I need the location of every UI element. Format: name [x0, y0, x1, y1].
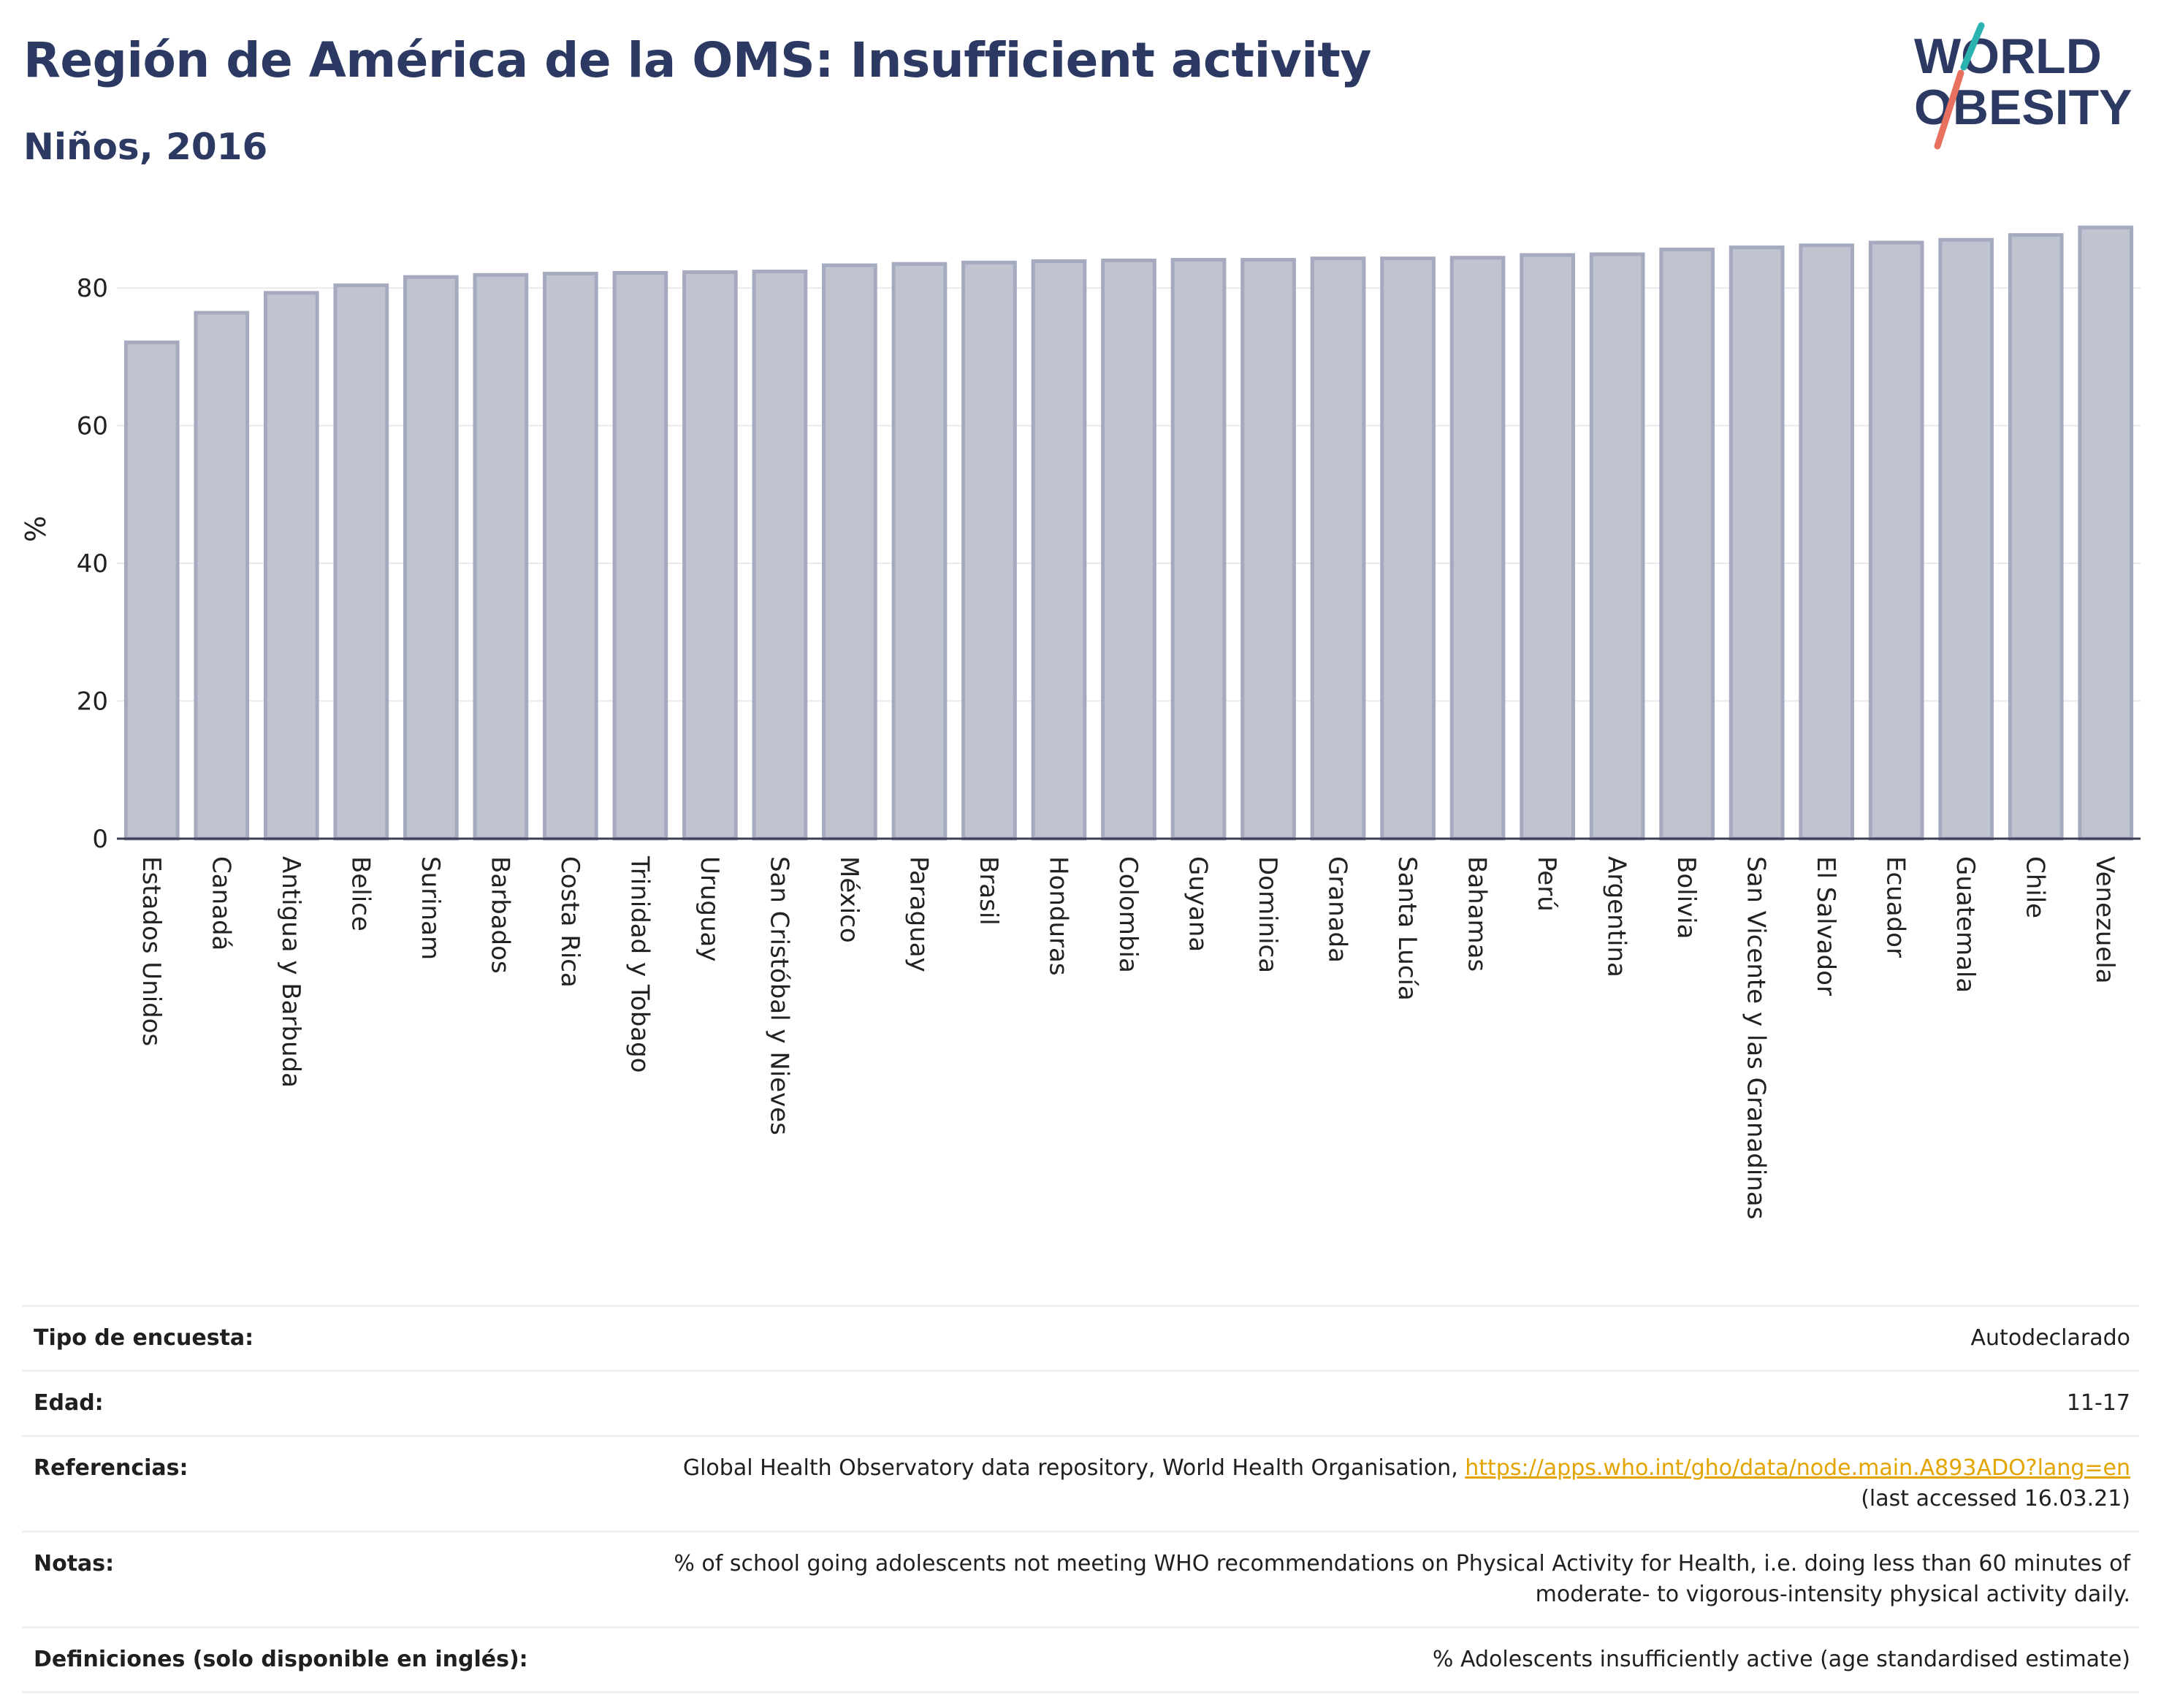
bar — [1240, 258, 1296, 841]
x-tick-label: Chile — [2021, 856, 2050, 918]
y-tick-label: 0 — [92, 825, 108, 854]
meta-label: Notas: — [22, 1530, 554, 1628]
bar — [473, 272, 529, 841]
bar — [194, 310, 250, 841]
x-tick-label: Honduras — [1043, 856, 1072, 976]
bar — [333, 283, 389, 841]
x-tick-label: México — [834, 856, 864, 943]
x-tick-label: Estados Unidos — [137, 856, 166, 1046]
x-tick-label: El Salvador — [1811, 856, 1840, 996]
bar — [2078, 225, 2134, 841]
reference-accessed: (last accessed 16.03.21) — [1861, 1486, 2130, 1511]
y-axis-label: % — [20, 516, 52, 542]
y-tick-label: 20 — [77, 687, 108, 717]
bar-chart: 0 20 40 60 80% Estados Unidos Canadá Antigua y … — [20, 225, 2141, 1219]
world-obesity-logo: WORLD OBESITY — [1914, 22, 2133, 150]
bar — [822, 263, 877, 841]
bar — [1170, 258, 1227, 841]
x-tick-label: Belice — [346, 856, 375, 931]
bar — [543, 271, 598, 841]
x-tick-label: San Cristóbal y Nieves — [764, 856, 793, 1135]
bar — [1380, 256, 1436, 841]
bar — [1938, 237, 1994, 841]
bar — [263, 291, 319, 841]
chart-subtitle: Niños, 2016 — [23, 126, 268, 168]
bar — [1449, 256, 1506, 841]
bar — [2008, 233, 2064, 841]
reference-link[interactable]: https://apps.who.int/gho/data/node.main.… — [1465, 1455, 2130, 1481]
bar — [1310, 256, 1366, 841]
bar — [682, 270, 738, 841]
x-tick-label: Antigua y Barbuda — [276, 856, 305, 1088]
bar — [123, 340, 180, 841]
bar — [1101, 259, 1156, 841]
notes-line-1: % of school going adolescents not meetin… — [674, 1551, 2130, 1577]
x-tick-label: Canadá — [206, 856, 235, 950]
x-tick-label: Surinam — [416, 856, 445, 960]
bar — [752, 270, 808, 841]
logo-line-1: WORLD — [1914, 28, 2102, 84]
bar — [1729, 245, 1785, 841]
meta-label: Edad: — [22, 1370, 554, 1437]
x-tick-label: Barbados — [485, 856, 514, 974]
x-tick-label: Argentina — [1602, 856, 1631, 977]
meta-label: Referencias: — [22, 1435, 554, 1533]
meta-row-definitions: Definiciones (solo disponible en inglés)… — [22, 1626, 2139, 1693]
bar — [1520, 253, 1575, 841]
meta-value: 11-17 — [554, 1370, 2139, 1437]
bar — [1799, 243, 1855, 841]
meta-value: Autodeclarado — [554, 1305, 2139, 1372]
x-tick-label: Venezuela — [2090, 856, 2119, 984]
x-tick-label: Granada — [1323, 856, 1352, 963]
x-tick-label: Bolivia — [1672, 856, 1701, 939]
x-tick-label: Santa Lucía — [1392, 856, 1422, 1001]
chart-title: Región de América de la OMS: Insufficien… — [23, 32, 1371, 88]
reference-text: Global Health Observatory data repositor… — [682, 1455, 1466, 1481]
bar — [1031, 259, 1087, 841]
y-tick-label: 40 — [77, 549, 108, 579]
meta-value: Global Health Observatory data repositor… — [554, 1435, 2139, 1533]
x-tick-label: Bahamas — [1463, 856, 1492, 972]
x-tick-label: Uruguay — [695, 856, 724, 962]
x-tick-label: Ecuador — [1881, 856, 1910, 958]
bar — [891, 262, 948, 841]
x-tick-label: Colombia — [1113, 856, 1143, 973]
x-tick-label: San Vicente y las Granadinas — [1742, 856, 1771, 1219]
meta-label: Tipo de encuesta: — [22, 1305, 554, 1372]
bar — [1659, 247, 1715, 841]
y-tick-label: 80 — [77, 274, 108, 303]
metadata-table: Tipo de encuesta: Autodeclarado Edad: 11… — [22, 1305, 2139, 1693]
meta-row-references: Referencias: Global Health Observatory d… — [22, 1435, 2139, 1533]
meta-row-notes: Notas: % of school going adolescents not… — [22, 1530, 2139, 1628]
bar — [961, 260, 1017, 841]
y-tick-label: 60 — [77, 412, 108, 441]
x-tick-label: Guyana — [1184, 856, 1213, 952]
notes-line-2: moderate- to vigorous-intensity physical… — [1535, 1582, 2130, 1607]
bar — [612, 270, 668, 841]
x-tick-label: Trinidad y Tobago — [625, 855, 654, 1073]
x-tick-label: Costa Rica — [555, 856, 584, 988]
bar — [1868, 240, 1924, 841]
meta-value: % of school going adolescents not meetin… — [554, 1530, 2139, 1628]
x-tick-label: Paraguay — [904, 856, 933, 972]
bar — [403, 275, 459, 841]
x-tick-label: Perú — [1532, 856, 1561, 912]
logo-slash-coral — [1934, 69, 1964, 150]
meta-label: Definiciones (solo disponible en inglés)… — [22, 1626, 554, 1693]
x-tick-label: Guatemala — [1951, 856, 1980, 993]
meta-row-survey-type: Tipo de encuesta: Autodeclarado — [22, 1305, 2139, 1372]
meta-value: % Adolescents insufficiently active (age… — [554, 1626, 2139, 1693]
bar — [1589, 252, 1645, 841]
x-tick-label: Dominica — [1253, 856, 1282, 973]
meta-row-age: Edad: 11-17 — [22, 1370, 2139, 1437]
x-tick-label: Brasil — [974, 856, 1003, 926]
logo-slash-teal — [1960, 22, 1985, 71]
